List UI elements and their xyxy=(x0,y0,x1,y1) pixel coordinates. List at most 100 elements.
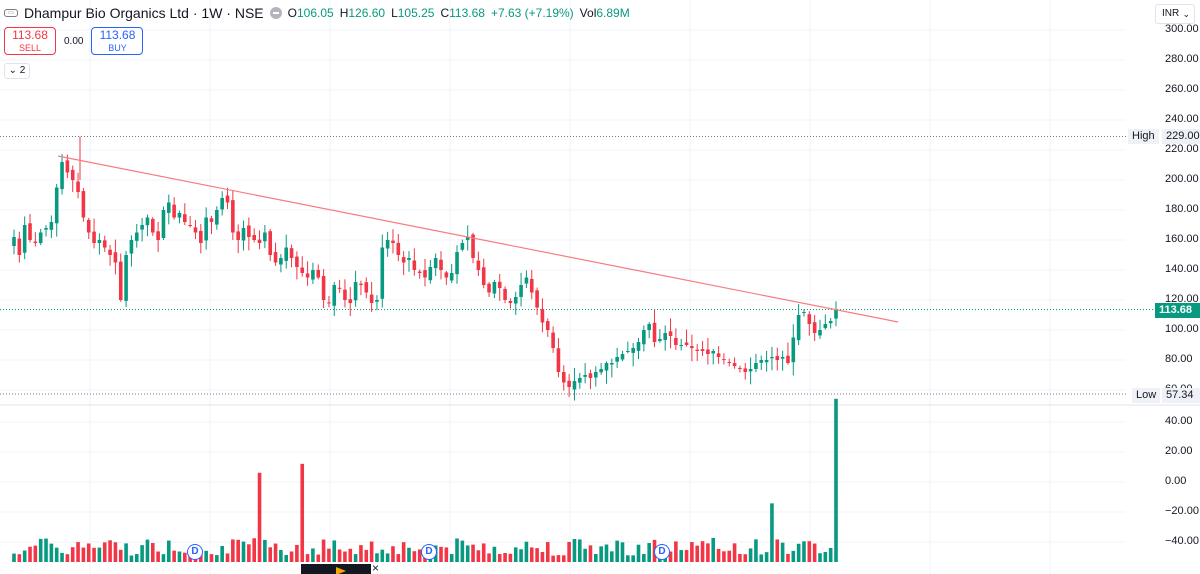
close-icon[interactable]: × xyxy=(372,561,380,574)
volume-bar xyxy=(54,547,59,562)
price-axis-label: 260.00 xyxy=(1165,83,1199,95)
dividend-badge[interactable]: D xyxy=(187,544,203,560)
candle-body xyxy=(231,200,235,233)
volume-bar xyxy=(668,551,673,562)
candle-body xyxy=(588,373,593,378)
close-value: 113.68 xyxy=(449,6,485,20)
volume-bar xyxy=(631,555,635,562)
candle-body xyxy=(748,369,753,372)
candle-body xyxy=(439,259,443,270)
volume-bar xyxy=(177,551,182,562)
volume-bar xyxy=(311,548,315,562)
candle-body xyxy=(524,277,529,284)
candle-body xyxy=(716,353,721,357)
sell-button[interactable]: 113.68 SELL xyxy=(4,27,56,55)
candle-body xyxy=(236,231,240,240)
candle-body xyxy=(465,237,470,241)
candle-body xyxy=(273,252,278,263)
volume-bar xyxy=(802,541,806,562)
candle-body xyxy=(353,282,358,301)
volume-bar xyxy=(183,552,187,562)
volume-bar xyxy=(364,549,369,562)
volume-bar xyxy=(460,540,465,562)
volume-bar xyxy=(812,543,817,562)
candle-body xyxy=(348,299,353,303)
price-axis-label: 200.00 xyxy=(1165,173,1199,185)
volume-bar xyxy=(732,543,737,562)
volume-bar xyxy=(449,554,454,562)
volume-bar xyxy=(353,554,358,562)
volume-bar xyxy=(273,543,278,562)
volume-bar xyxy=(375,553,379,562)
candle-body xyxy=(519,285,523,297)
candle-body xyxy=(626,351,630,352)
candle-body xyxy=(140,225,144,230)
candle-body xyxy=(631,348,635,353)
candle-body xyxy=(28,223,32,240)
candle-body xyxy=(225,195,230,203)
symbol-title[interactable]: Dhampur Bio Organics Ltd · 1W · NSE xyxy=(24,5,264,21)
volume-bar xyxy=(626,555,630,562)
candle-body xyxy=(700,349,705,351)
volume-bar xyxy=(690,542,694,562)
volume-bar xyxy=(642,553,646,562)
volume-bar xyxy=(295,544,299,562)
volume-bar xyxy=(92,547,96,562)
candle-body xyxy=(289,248,294,258)
candle-body xyxy=(551,332,555,348)
volume-bar xyxy=(28,546,32,562)
volume-bar xyxy=(588,545,593,562)
candle-body xyxy=(177,213,182,218)
volume-bar xyxy=(583,548,587,562)
candle-body xyxy=(807,314,812,324)
candle-body xyxy=(796,315,801,341)
trade-panel: 113.68 SELL 0.00 113.68 BUY xyxy=(4,27,144,55)
candle-body xyxy=(113,252,118,263)
volume-bar xyxy=(834,398,838,562)
dividend-badge[interactable]: D xyxy=(654,544,670,560)
volume-bar xyxy=(300,463,305,562)
price-axis-label: 80.00 xyxy=(1165,353,1193,365)
volume-bar xyxy=(305,554,310,562)
volume-bar xyxy=(359,545,363,562)
candle-body xyxy=(513,297,518,304)
candle-body xyxy=(460,243,465,250)
volume-bar xyxy=(166,540,171,562)
low-tag-value: 57.34 xyxy=(1162,388,1200,403)
volume-bar xyxy=(439,546,443,562)
candle-body xyxy=(65,160,70,173)
play-icon[interactable] xyxy=(336,567,346,574)
market-status-icon[interactable] xyxy=(269,7,282,19)
volume-bar xyxy=(113,542,118,562)
close-label: C xyxy=(440,6,450,20)
candle-body xyxy=(172,204,176,218)
candle-body xyxy=(12,237,16,246)
volume-bar xyxy=(791,550,796,562)
candle-body xyxy=(385,240,390,249)
candle-body xyxy=(727,362,732,364)
candle-body xyxy=(604,363,609,371)
candle-body xyxy=(401,257,406,263)
volume-bar xyxy=(396,554,401,562)
buy-button[interactable]: 113.68 BUY xyxy=(91,27,144,55)
candle-body xyxy=(337,287,342,289)
volume-bar xyxy=(487,553,491,562)
volume-bar xyxy=(695,545,700,562)
candle-body xyxy=(770,357,774,359)
volume-bar xyxy=(684,549,689,562)
current-price-tag: 113.68 xyxy=(1155,303,1200,318)
candle-body xyxy=(775,356,780,360)
price-axis-label: 280.00 xyxy=(1165,53,1199,65)
volume-bar xyxy=(711,537,716,562)
candle-body xyxy=(663,333,667,341)
volume-bar xyxy=(44,538,48,562)
indicator-toggle-button[interactable]: ⌄ 2 xyxy=(4,63,30,79)
candle-body xyxy=(706,349,710,354)
dividend-badge[interactable]: D xyxy=(421,544,437,560)
candle-body xyxy=(54,187,59,224)
candle-body xyxy=(17,238,22,255)
candle-body xyxy=(241,228,246,241)
candle-body xyxy=(150,218,155,233)
currency-select[interactable]: INR ⌄ xyxy=(1155,4,1195,24)
